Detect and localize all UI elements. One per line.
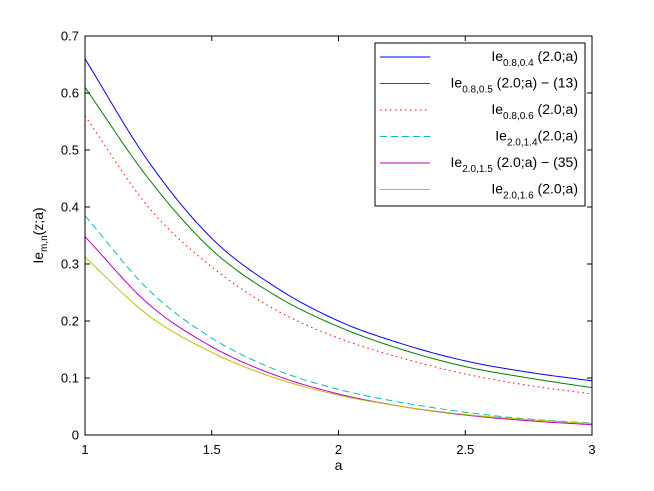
x-tick-label: 3 [588, 442, 595, 457]
series-line-4 [84, 215, 593, 424]
y-axis-label-sub: m,n [39, 235, 50, 252]
y-tick-label: 0 [72, 428, 79, 443]
legend-label-main: Ie [491, 48, 503, 64]
y-tick-label: 0.1 [61, 371, 79, 386]
legend-label-main: Ie [495, 128, 507, 144]
x-tick-label: 2 [335, 442, 342, 457]
legend-label-3: Ie0.8,0.6 (2.0;a) [491, 101, 578, 122]
y-axis-label-main: Ie [30, 252, 46, 264]
y-tick-label: 0.4 [61, 200, 79, 215]
legend-label-sub: 2.0,1.6 [503, 191, 534, 202]
series-layer [84, 58, 593, 426]
y-tick-label: 0.3 [61, 257, 79, 272]
series-line-5 [84, 236, 593, 426]
legend-label-suffix: (2.0;a) [534, 101, 578, 117]
legend-label-6: Ie2.0,1.6 (2.0;a) [491, 181, 578, 202]
legend-label-1: Ie0.8,0.4 (2.0;a) [491, 48, 578, 69]
legend-label-suffix: (2.0;a) [538, 128, 578, 144]
legend-label-suffix: (2.0;a) [534, 181, 578, 197]
y-tick-label: 0.6 [61, 86, 79, 101]
legend-label-sub: 2.0,1.5 [462, 164, 493, 175]
legend-label-suffix: (2.0;a) [534, 48, 578, 64]
legend-label-main: Ie [491, 181, 503, 197]
x-axis-label: a [335, 457, 343, 473]
legend-label-sub: 0.8,0.6 [503, 111, 534, 122]
y-tick-label: 0.7 [61, 29, 79, 44]
series-line-1 [84, 58, 593, 382]
legend-label-5: Ie2.0,1.5 (2.0;a) − (35) [451, 154, 578, 175]
legend: Ie0.8,0.4 (2.0;a)Ie0.8,0.5 (2.0;a) − (13… [374, 42, 586, 207]
legend-box [374, 42, 586, 207]
x-tick-label: 2.5 [456, 442, 474, 457]
legend-label-4: Ie2.0,1.4(2.0;a) [495, 128, 578, 149]
ticks-layer: 1 1.5 2 2.5 3 0 0.1 0.2 0.3 0.4 0.5 0.6 0.7 [61, 29, 596, 458]
y-axis-label: Iem,n(z;a) [30, 207, 50, 263]
legend-entries: Ie0.8,0.4 (2.0;a)Ie0.8,0.5 (2.0;a) − (13… [380, 48, 578, 202]
y-tick-label: 0.2 [61, 314, 79, 329]
legend-label-main: Ie [451, 75, 463, 91]
x-tick-label: 1 [81, 442, 88, 457]
x-tick-label: 1.5 [203, 442, 221, 457]
legend-label-sub: 0.8,0.5 [462, 85, 493, 96]
series-line-2 [84, 87, 593, 389]
series-line-6 [84, 256, 593, 425]
y-axis-label-suffix: (z;a) [30, 207, 46, 235]
y-tick-label: 0.5 [61, 143, 79, 158]
legend-label-sub: 0.8,0.4 [503, 58, 534, 69]
legend-label-main: Ie [451, 154, 463, 170]
legend-label-suffix: (2.0;a) − (35) [493, 154, 578, 170]
legend-label-2: Ie0.8,0.5 (2.0;a) − (13) [451, 75, 578, 96]
legend-label-sub: 2.0,1.4 [507, 138, 538, 149]
legend-label-main: Ie [491, 101, 503, 117]
legend-label-suffix: (2.0;a) − (13) [493, 75, 578, 91]
